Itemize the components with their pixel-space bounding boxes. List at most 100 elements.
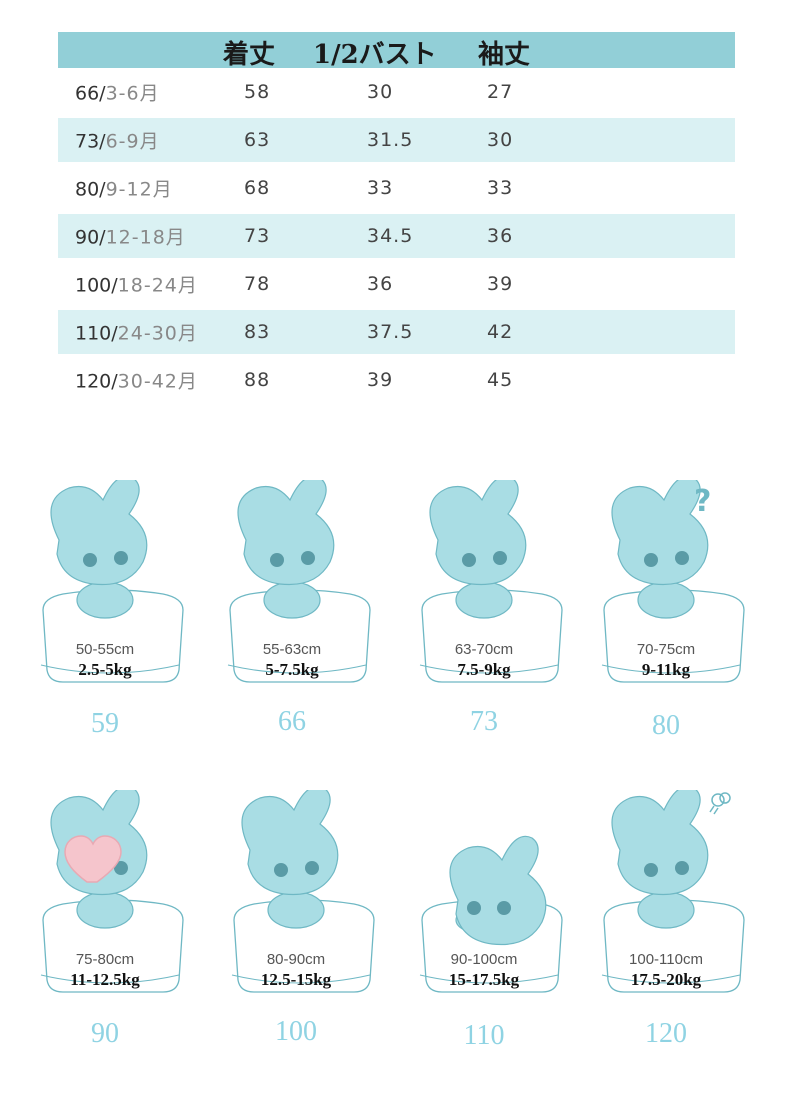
weight-range: 15-17.5kg bbox=[448, 970, 520, 989]
height-range: 63-70cm bbox=[454, 641, 514, 658]
size-cell: 80/9-12月 bbox=[75, 175, 173, 202]
cushion-icon bbox=[42, 899, 184, 993]
size-table: 着丈 1/2バスト 袖丈 66/3-6月 58 30 27 73/6-9月 63 31.5 3… bbox=[58, 32, 735, 404]
height-range: 50-55cm bbox=[75, 641, 135, 658]
sleeve-cell: 33 bbox=[487, 177, 514, 199]
length-cell: 68 bbox=[244, 177, 271, 199]
steam-icon bbox=[709, 792, 731, 815]
bust-cell: 31.5 bbox=[367, 129, 414, 151]
size-cell: 66/3-6月 bbox=[75, 79, 160, 106]
bust-cell: 30 bbox=[367, 81, 394, 103]
height-range: 90-100cm bbox=[450, 951, 518, 968]
size-card: 55-63cm 5-7.5kg 66 bbox=[222, 480, 372, 740]
weight-range: 11-12.5kg bbox=[70, 970, 140, 989]
size-number: 100/ bbox=[75, 274, 118, 297]
age-range: 24-30月 bbox=[117, 322, 198, 345]
weight-range: 2.5-5kg bbox=[78, 660, 132, 679]
size-number: 90/ bbox=[75, 226, 106, 249]
cushion-icon bbox=[421, 589, 563, 683]
height-range: 70-75cm bbox=[636, 641, 696, 658]
age-range: 6-9月 bbox=[105, 130, 160, 153]
height-range: 100-110cm bbox=[629, 951, 703, 968]
cushion-icon bbox=[233, 899, 375, 993]
weight-range: 17.5-20kg bbox=[630, 970, 702, 989]
weight-range: 5-7.5kg bbox=[265, 660, 319, 679]
table-row: 73/6-9月 63 31.5 30 bbox=[58, 118, 735, 162]
size-card: 80-90cm 12.5-15kg 100 bbox=[226, 790, 376, 1050]
table-row: 66/3-6月 58 30 27 bbox=[58, 68, 735, 116]
size-number: 73/ bbox=[75, 130, 106, 153]
sleeve-cell: 45 bbox=[487, 369, 514, 391]
size-card: 50-55cm 2.5-5kg 59 bbox=[35, 480, 185, 740]
header-bust: 1/2バスト bbox=[313, 40, 437, 70]
height-range: 80-90cm bbox=[266, 951, 326, 968]
length-cell: 63 bbox=[244, 129, 271, 151]
mascot-icon bbox=[231, 790, 375, 993]
cushion-icon bbox=[42, 589, 184, 683]
mascot-icon bbox=[601, 790, 745, 993]
length-cell: 58 bbox=[244, 81, 271, 103]
size-number: 80/ bbox=[75, 178, 106, 201]
size-number: 66/ bbox=[75, 82, 106, 105]
age-range: 18-24月 bbox=[117, 274, 198, 297]
size-card: 100-110cm 17.5-20kg 120 bbox=[596, 790, 746, 1050]
length-cell: 78 bbox=[244, 273, 271, 295]
mascot-icon bbox=[40, 790, 184, 993]
size-number: 66 bbox=[278, 706, 306, 737]
age-range: 12-18月 bbox=[105, 226, 186, 249]
size-cell: 73/6-9月 bbox=[75, 127, 160, 154]
size-cell: 100/18-24月 bbox=[75, 271, 198, 298]
cushion-icon bbox=[229, 589, 371, 683]
age-range: 3-6月 bbox=[105, 82, 160, 105]
question-mark-icon: ? bbox=[694, 484, 712, 519]
size-number: 80 bbox=[652, 710, 680, 741]
size-number: 120 bbox=[645, 1018, 687, 1049]
sleeve-cell: 39 bbox=[487, 273, 514, 295]
size-card: 70-75cm 9-11kg 80? bbox=[596, 480, 746, 741]
heart-icon bbox=[64, 835, 122, 883]
height-range: 55-63cm bbox=[262, 641, 322, 658]
table-row: 110/24-30月 83 37.5 42 bbox=[58, 310, 735, 354]
size-card: 75-80cm 11-12.5kg 90 bbox=[35, 790, 185, 1050]
length-cell: 83 bbox=[244, 321, 271, 343]
table-row: 90/12-18月 73 34.5 36 bbox=[58, 214, 735, 258]
size-number: 73 bbox=[470, 706, 498, 737]
table-row: 80/9-12月 68 33 33 bbox=[58, 164, 735, 212]
age-range: 9-12月 bbox=[105, 178, 173, 201]
cushion-icon bbox=[603, 589, 745, 683]
sleeve-cell: 30 bbox=[487, 129, 514, 151]
bust-cell: 34.5 bbox=[367, 225, 414, 247]
header-length: 着丈 bbox=[223, 40, 276, 70]
mascot-icon bbox=[601, 480, 745, 683]
header-sleeve: 袖丈 bbox=[478, 40, 531, 70]
length-cell: 73 bbox=[244, 225, 271, 247]
weight-range: 7.5-9kg bbox=[457, 660, 511, 679]
size-card: 63-70cm 7.5-9kg 73 bbox=[414, 480, 564, 740]
table-header: 着丈 1/2バスト 袖丈 bbox=[58, 32, 735, 70]
length-cell: 88 bbox=[244, 369, 271, 391]
size-number: 110 bbox=[463, 1020, 505, 1051]
mascot-icon bbox=[419, 480, 563, 683]
sleeve-cell: 42 bbox=[487, 321, 514, 343]
size-number: 100 bbox=[275, 1016, 317, 1047]
cushion-icon bbox=[603, 899, 745, 993]
size-cell: 110/24-30月 bbox=[75, 319, 198, 346]
size-number: 59 bbox=[91, 708, 119, 739]
bust-cell: 39 bbox=[367, 369, 394, 391]
mascot-icon bbox=[227, 480, 371, 683]
sleeve-cell: 27 bbox=[487, 81, 514, 103]
table-row: 100/18-24月 78 36 39 bbox=[58, 260, 735, 308]
mascot-icon bbox=[419, 835, 563, 993]
bust-cell: 37.5 bbox=[367, 321, 414, 343]
height-range: 75-80cm bbox=[75, 951, 135, 968]
table-row: 120/30-42月 88 39 45 bbox=[58, 356, 735, 404]
bust-cell: 36 bbox=[367, 273, 394, 295]
size-card: 90-100cm 15-17.5kg 110 bbox=[414, 790, 564, 1051]
size-cell: 90/12-18月 bbox=[75, 223, 186, 250]
age-range: 30-42月 bbox=[117, 370, 198, 393]
size-number: 90 bbox=[91, 1018, 119, 1049]
bust-cell: 33 bbox=[367, 177, 394, 199]
weight-range: 9-11kg bbox=[641, 660, 691, 679]
size-cell: 120/30-42月 bbox=[75, 367, 198, 394]
sleeve-cell: 36 bbox=[487, 225, 514, 247]
